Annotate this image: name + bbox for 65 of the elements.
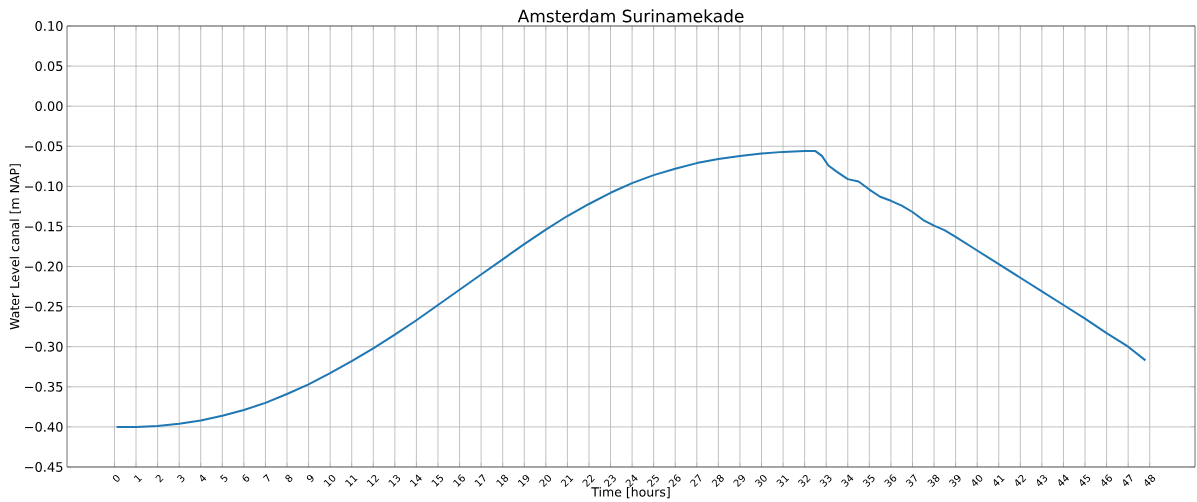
x-tick-label: 31 xyxy=(776,475,790,487)
x-tick-label: 33 xyxy=(819,474,832,487)
x-tick-label: 38 xyxy=(927,474,940,487)
y-tick-label: −0.30 xyxy=(25,341,63,352)
x-tick-label: 11 xyxy=(345,475,358,487)
x-tick-label: 45 xyxy=(1079,474,1091,486)
x-tick-label: 41 xyxy=(993,475,1005,486)
x-tick-label: 42 xyxy=(1015,475,1027,487)
x-tick-label: 15 xyxy=(431,474,444,487)
x-tick-label: 24 xyxy=(625,474,638,488)
x-tick-label: 9 xyxy=(306,475,314,483)
y-tick-label: 0.05 xyxy=(35,61,63,72)
y-axis-title: Water Level canal [m NAP] xyxy=(9,164,21,330)
x-tick-label: 13 xyxy=(388,474,401,487)
x-tick-label: 17 xyxy=(474,474,486,487)
x-tick-label: 26 xyxy=(668,474,681,488)
x-tick-label: 27 xyxy=(690,474,701,488)
x-tick-label: 22 xyxy=(582,475,595,488)
x-tick-label: 30 xyxy=(754,474,767,487)
y-tick-label: −0.05 xyxy=(25,141,63,152)
x-tick-label: 0 xyxy=(112,474,120,482)
x-tick-label: 46 xyxy=(1101,474,1112,487)
x-tick-label: 34 xyxy=(841,474,854,487)
y-tick-label: −0.35 xyxy=(25,381,63,392)
x-tick-label: 48 xyxy=(1144,474,1156,487)
x-tick-label: 6 xyxy=(242,474,250,482)
x-tick-label: 14 xyxy=(409,474,422,487)
x-tick-label: 43 xyxy=(1036,474,1048,487)
x-tick-label: 21 xyxy=(560,475,574,488)
x-tick-label: 10 xyxy=(323,474,336,487)
line-series xyxy=(115,150,1147,428)
y-tick-label: −0.25 xyxy=(25,301,63,312)
x-tick-label: 37 xyxy=(905,474,917,487)
x-tick-label: 8 xyxy=(285,474,293,482)
x-tick-label: 29 xyxy=(733,475,745,488)
x-tick-label: 4 xyxy=(200,474,207,482)
x-tick-label: 20 xyxy=(539,474,552,488)
y-tick-label: −0.15 xyxy=(25,221,63,232)
x-tick-label: 1 xyxy=(133,475,142,483)
x-tick-label: 36 xyxy=(884,474,897,487)
x-tick-label: 39 xyxy=(948,475,961,487)
chart-title: Amsterdam Surinamekade xyxy=(517,9,744,23)
x-axis-title: Time [hours] xyxy=(591,486,670,499)
y-tick-label: −0.45 xyxy=(25,462,63,472)
x-tick-label: 44 xyxy=(1058,474,1069,486)
y-tick-label: −0.40 xyxy=(25,421,63,432)
x-tick-label: 40 xyxy=(972,474,983,487)
x-tick-label: 19 xyxy=(517,475,530,487)
y-tick-label: −0.20 xyxy=(25,261,63,272)
x-tick-label: 47 xyxy=(1123,474,1133,486)
y-tick-label: −0.10 xyxy=(25,181,63,192)
x-tick-label: 3 xyxy=(177,474,185,483)
y-tick-label: 0.00 xyxy=(35,101,63,112)
x-tick-label: 18 xyxy=(496,474,509,487)
x-tick-label: 16 xyxy=(453,474,465,487)
x-tick-label: 32 xyxy=(797,475,811,487)
x-tick-label: 7 xyxy=(262,474,270,482)
x-tick-label: 25 xyxy=(646,474,659,488)
x-tick-label: 12 xyxy=(366,475,380,487)
x-tick-label: 28 xyxy=(711,474,724,488)
x-tick-label: 2 xyxy=(155,474,164,483)
y-tick-label: 0.10 xyxy=(35,21,63,31)
x-tick-label: 23 xyxy=(603,474,616,488)
x-tick-label: 35 xyxy=(862,474,875,487)
x-tick-label: 5 xyxy=(219,474,228,483)
